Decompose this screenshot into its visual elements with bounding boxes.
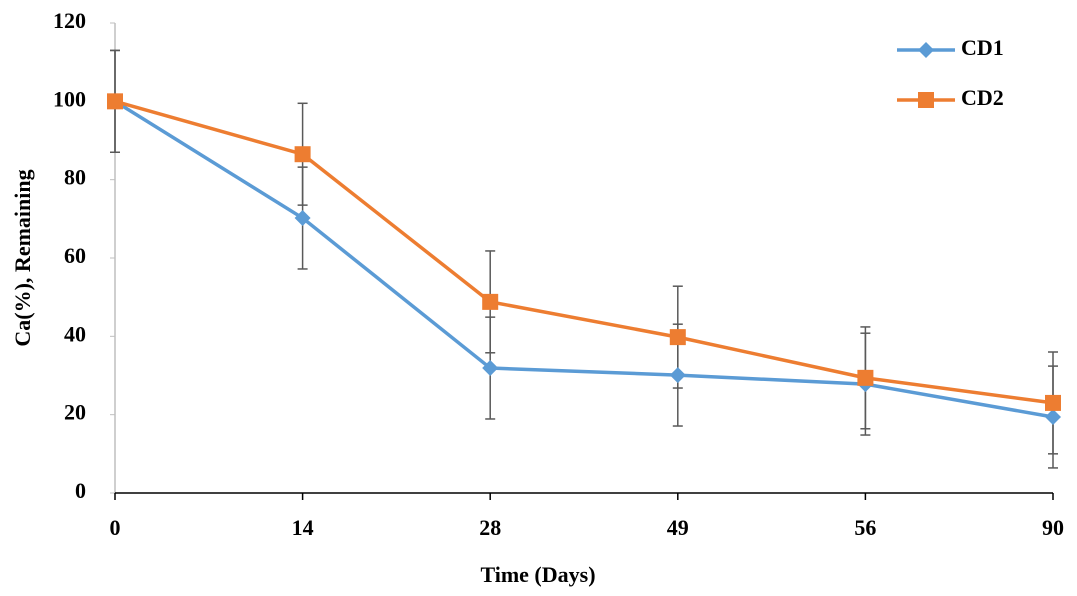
legend-label: CD2: [961, 85, 1004, 110]
data-point: [294, 210, 311, 227]
series-line: [114, 99, 1054, 419]
x-tick-label: 0: [110, 515, 121, 540]
x-tick-label: 28: [479, 515, 501, 540]
x-tick-label: 56: [854, 515, 876, 540]
y-tick-label: 60: [64, 243, 86, 268]
data-point: [1045, 409, 1061, 426]
x-tick-label: 14: [292, 515, 314, 540]
data-point: [107, 93, 123, 110]
data-point: [482, 293, 499, 310]
y-tick-label: 120: [53, 8, 86, 33]
y-tick-label: 20: [64, 400, 86, 425]
series-line: [114, 99, 1054, 405]
legend-marker: [918, 42, 934, 58]
y-tick-label: 0: [75, 478, 86, 503]
y-tick-label: 80: [64, 165, 86, 190]
data-point: [857, 369, 874, 386]
data-point: [669, 367, 686, 384]
y-axis-title: Ca(%), Remaining: [10, 169, 35, 346]
data-point: [482, 360, 499, 377]
data-point: [294, 146, 311, 163]
legend-marker: [918, 92, 934, 108]
x-axis-title: Time (Days): [480, 562, 595, 587]
x-tick-label: 90: [1042, 515, 1064, 540]
data-point: [1045, 394, 1061, 411]
x-tick-label: 49: [667, 515, 689, 540]
legend-label: CD1: [961, 35, 1004, 60]
y-tick-label: 100: [53, 86, 86, 111]
y-tick-label: 40: [64, 321, 86, 346]
data-point: [669, 329, 686, 346]
